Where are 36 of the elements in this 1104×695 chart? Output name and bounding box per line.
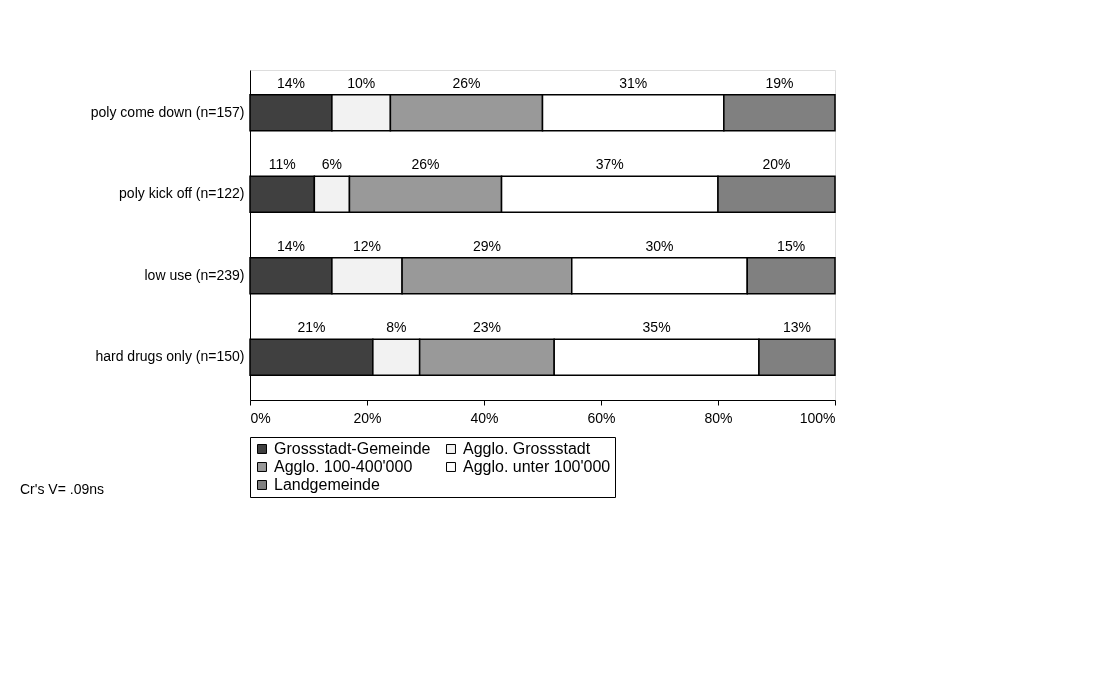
legend-label: Agglo. 100-400'000 [274, 458, 413, 475]
data-label: 31% [619, 74, 648, 91]
data-label: 23% [472, 319, 501, 336]
data-label: 14% [276, 237, 305, 254]
data-label: 21% [297, 319, 326, 336]
x-tick-label: 40% [470, 409, 499, 426]
data-label: 29% [472, 237, 501, 254]
text: Cr's V= .09ns [20, 481, 104, 497]
data-label: 20% [762, 156, 791, 173]
data-label: 10% [347, 74, 376, 91]
legend-label: Agglo. unter 100'000 [463, 458, 611, 475]
x-tick-label: 80% [704, 409, 733, 426]
data-label: 26% [411, 156, 440, 173]
data-label: 37% [595, 156, 624, 173]
data-label: 19% [765, 74, 794, 91]
x-tick-label: 20% [353, 409, 382, 426]
data-label: 35% [642, 319, 671, 336]
data-label: 15% [777, 237, 806, 254]
y-tick-label: low use (n=239) [144, 266, 245, 283]
x-tick-label: 60% [587, 409, 616, 426]
y-tick-label: poly come down (n=157) [90, 103, 245, 120]
data-label: 14% [276, 74, 305, 91]
legend-label: Grossstadt-Gemeinde [274, 440, 431, 457]
data-label: 11% [268, 156, 296, 173]
y-tick-label: poly kick off (n=122) [119, 185, 245, 202]
data-label: 30% [645, 237, 674, 254]
data-label: 26% [452, 74, 481, 91]
legend-label: Landgemeinde [274, 476, 380, 493]
data-label: 12% [352, 237, 382, 254]
x-tick-label: 0% [250, 409, 271, 426]
data-label: 6% [321, 156, 343, 173]
y-tick-label: hard drugs only (n=150) [95, 348, 245, 365]
data-label: 8% [386, 319, 407, 336]
x-tick-label: 100% [799, 409, 836, 426]
legend-label: Agglo. Grossstadt [463, 440, 591, 457]
data-label: 13% [782, 319, 811, 336]
